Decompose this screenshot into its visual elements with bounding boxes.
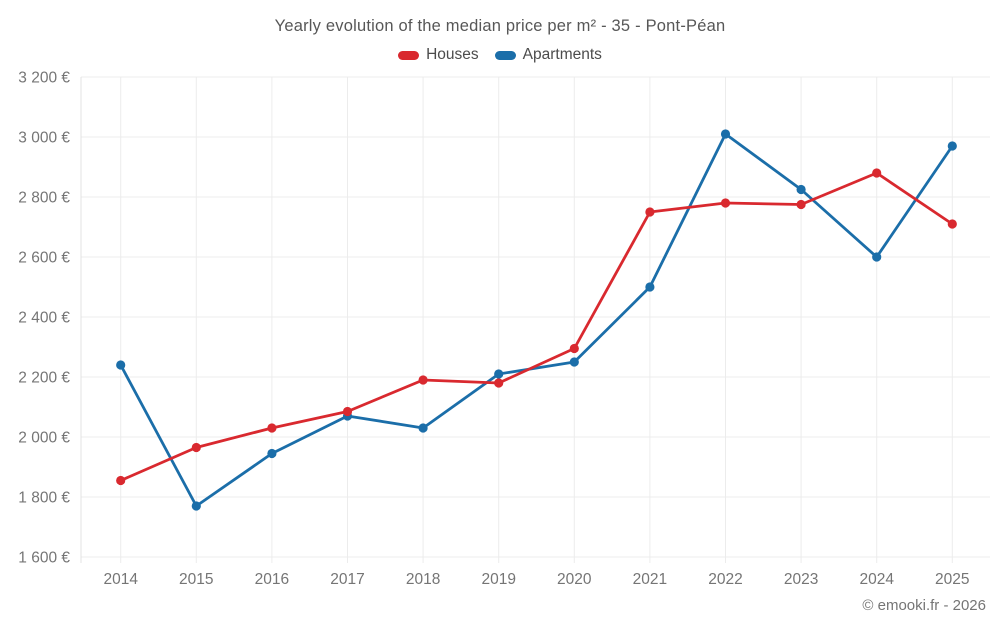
svg-text:2015: 2015 [179, 571, 213, 588]
legend: Houses Apartments [0, 46, 1000, 64]
legend-item-houses[interactable]: Houses [398, 46, 479, 64]
houses-series-swatch-icon [398, 50, 420, 60]
svg-text:2 600 €: 2 600 € [18, 250, 70, 267]
svg-text:3 200 €: 3 200 € [18, 70, 70, 87]
svg-text:2018: 2018 [406, 571, 440, 588]
legend-item-apartments[interactable]: Apartments [494, 46, 602, 64]
svg-text:2016: 2016 [255, 571, 289, 588]
svg-text:3 000 €: 3 000 € [18, 130, 70, 147]
svg-text:2020: 2020 [557, 571, 592, 588]
legend-label-houses: Houses [426, 46, 479, 63]
svg-text:2 400 €: 2 400 € [18, 310, 70, 327]
svg-text:2 000 €: 2 000 € [18, 430, 70, 447]
legend-label-apartments: Apartments [522, 46, 602, 63]
svg-text:2019: 2019 [481, 571, 515, 588]
svg-text:1 600 €: 1 600 € [18, 550, 70, 567]
svg-text:2024: 2024 [859, 571, 894, 588]
svg-text:1 800 €: 1 800 € [18, 490, 70, 507]
svg-text:2022: 2022 [708, 571, 742, 588]
svg-text:2023: 2023 [784, 571, 818, 588]
svg-text:2017: 2017 [330, 571, 364, 588]
svg-text:2 200 €: 2 200 € [18, 370, 70, 387]
credit-footer: © emooki.fr - 2026 [862, 597, 986, 614]
svg-text:2 800 €: 2 800 € [18, 190, 70, 207]
chart-title: Yearly evolution of the median price per… [274, 17, 726, 35]
svg-text:2014: 2014 [103, 571, 138, 588]
svg-text:2025: 2025 [935, 571, 969, 588]
apartments-series-swatch-icon [494, 50, 516, 60]
svg-text:2021: 2021 [633, 571, 667, 588]
